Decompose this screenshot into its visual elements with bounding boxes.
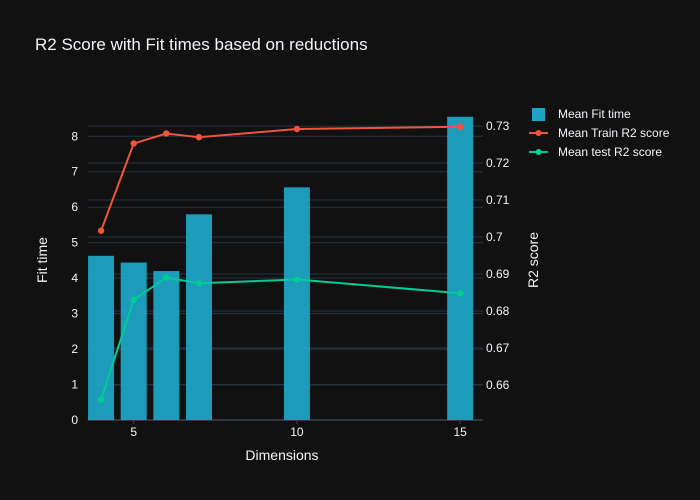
lines-series[interactable] — [97, 123, 464, 403]
y2-tick-label: 0.73 — [486, 119, 510, 133]
bar-mean-fit-time[interactable] — [283, 187, 310, 420]
y-tick-label: 2 — [71, 342, 78, 356]
y2-tick-label: 0.7 — [486, 230, 503, 244]
legend[interactable]: Mean Fit time Mean Train R2 score Mean tes… — [529, 107, 670, 159]
point-test-r2[interactable] — [456, 289, 464, 297]
y2-tick-label: 0.72 — [486, 156, 510, 170]
y-tick-label: 0 — [71, 413, 78, 427]
legend-label: Mean test R2 score — [558, 145, 662, 159]
legend-item[interactable]: Mean Train R2 score — [529, 126, 670, 140]
point-train-r2[interactable] — [456, 123, 464, 131]
point-train-r2[interactable] — [195, 133, 203, 141]
bar-mean-fit-time[interactable] — [185, 214, 212, 420]
bar-mean-fit-time[interactable] — [153, 271, 180, 420]
y-tick-label: 7 — [71, 165, 78, 179]
y-tick-label: 5 — [71, 236, 78, 250]
legend-label: Mean Fit time — [558, 107, 631, 121]
x-tick-label: 10 — [290, 425, 304, 439]
bar-mean-fit-time[interactable] — [120, 262, 147, 420]
y-tick-label: 8 — [71, 129, 78, 143]
legend-swatch-marker — [535, 130, 542, 136]
point-test-r2[interactable] — [130, 296, 137, 304]
y2-tick-label: 0.69 — [486, 267, 510, 281]
legend-item[interactable]: Mean Fit time — [532, 107, 631, 121]
y2-axis-label: R2 score — [525, 232, 541, 288]
y-axis-label: Fit time — [34, 237, 50, 283]
axes: 0 1 2 3 4 5 6 7 8 0.66 0.67 0.68 0.69 0.7 0.71 0.72 0.73… — [71, 119, 509, 439]
y-tick-label: 6 — [71, 200, 78, 214]
bar-mean-fit-time[interactable] — [447, 116, 474, 420]
line-train-r2[interactable] — [100, 125, 461, 232]
point-train-r2[interactable] — [293, 125, 301, 133]
x-axis-label: Dimensions — [245, 447, 318, 463]
bar-mean-fit-time[interactable] — [88, 255, 115, 420]
y2-tick-label: 0.68 — [486, 304, 510, 318]
y-tick-label: 4 — [71, 271, 78, 285]
point-test-r2[interactable] — [293, 276, 301, 283]
legend-swatch-marker — [535, 149, 542, 155]
line-test-r2[interactable] — [100, 276, 461, 401]
bars-series[interactable] — [88, 116, 474, 420]
chart-title: R2 Score with Fit times based on reducti… — [35, 35, 368, 54]
legend-label: Mean Train R2 score — [558, 126, 670, 140]
x-tick-label: 5 — [130, 425, 137, 439]
legend-item[interactable]: Mean test R2 score — [529, 145, 662, 159]
point-train-r2[interactable] — [163, 130, 170, 137]
x-tick-label: 15 — [453, 425, 467, 439]
y-tick-label: 1 — [71, 378, 78, 392]
y2-tick-label: 0.71 — [486, 193, 510, 207]
y2-tick-label: 0.67 — [486, 341, 510, 355]
y2-tick-label: 0.66 — [486, 378, 510, 392]
point-train-r2[interactable] — [97, 227, 105, 234]
point-test-r2[interactable] — [97, 396, 105, 403]
point-test-r2[interactable] — [163, 274, 170, 281]
legend-swatch-bar — [532, 108, 545, 121]
point-test-r2[interactable] — [195, 280, 203, 287]
point-train-r2[interactable] — [130, 140, 137, 147]
y-tick-label: 3 — [71, 307, 78, 321]
